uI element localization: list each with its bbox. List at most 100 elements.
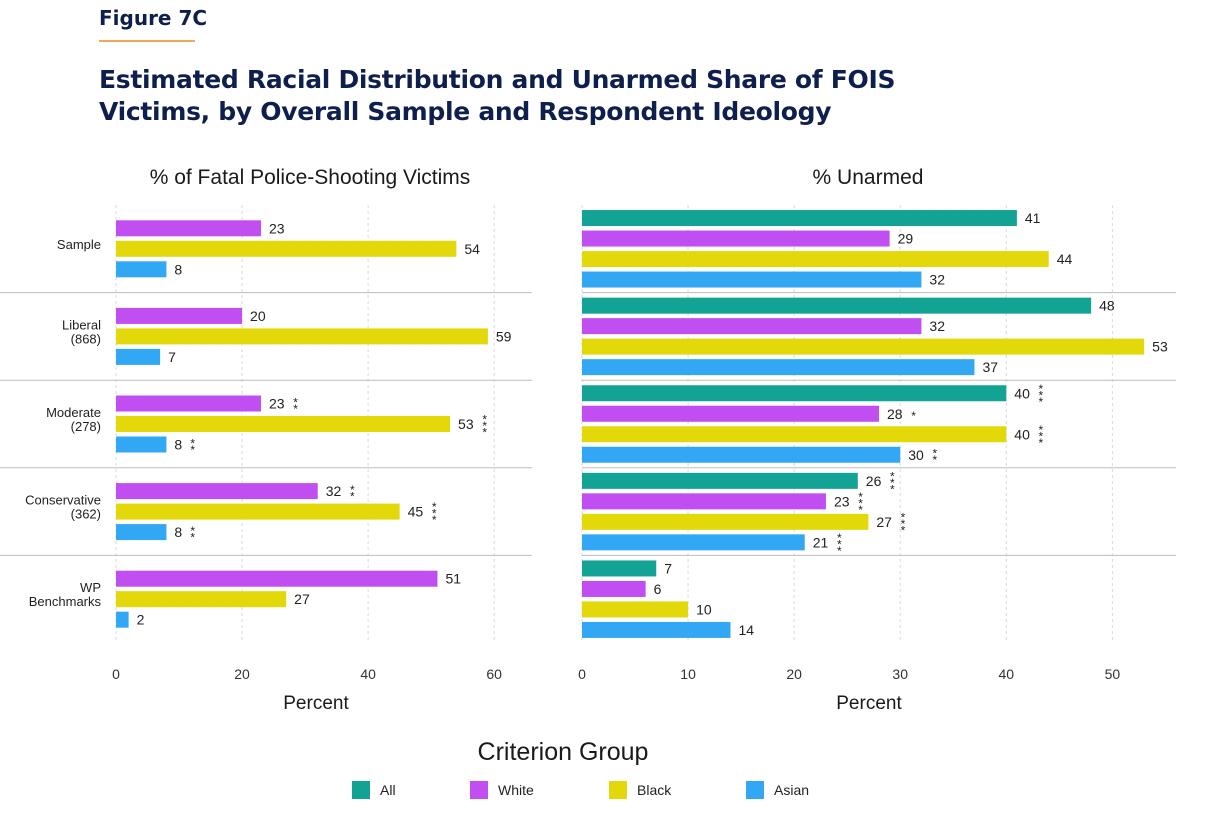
figure-title: Estimated Racial Distribution and Unarme… [99, 65, 896, 126]
significance-mark: * [837, 544, 842, 558]
significance-mark: * [890, 482, 895, 496]
data-label: 59 [496, 328, 512, 344]
significance-mark: * [482, 426, 487, 440]
bar-asian [582, 621, 731, 638]
data-label: 54 [464, 241, 480, 257]
significance-mark: * [837, 531, 842, 545]
data-label: 7 [664, 560, 672, 576]
bar-black [582, 513, 869, 530]
significance-mark: * [890, 469, 895, 483]
figure-label-underline [99, 40, 195, 42]
data-label: 7 [168, 349, 176, 365]
data-label: 32 [326, 483, 342, 499]
significance-mark: * [858, 496, 863, 510]
data-label: 32 [929, 318, 945, 334]
bar-asian [582, 359, 975, 376]
x-tick-label: 0 [578, 666, 586, 682]
significance-mark: * [350, 489, 355, 503]
bar-asian [582, 271, 922, 288]
category-label: Sample [57, 237, 101, 252]
data-label: 48 [1099, 298, 1115, 314]
chart-panel-victims: % of Fatal Police-Shooting Victims 0 20 40 6… [0, 166, 532, 714]
significance-mark: * [432, 500, 437, 514]
data-label: 32 [929, 272, 945, 288]
bar-white [582, 405, 879, 422]
legend-label: Black [637, 782, 672, 798]
bar-black [582, 251, 1049, 268]
data-label: 27 [294, 591, 310, 607]
significance-mark: * [1039, 436, 1044, 450]
bar-all [582, 385, 1007, 402]
category-label: Liberal [62, 317, 101, 332]
significance-mark: * [837, 537, 842, 551]
significance-mark: * [858, 503, 863, 517]
data-label: 14 [739, 622, 755, 638]
significance-mark: * [911, 409, 916, 423]
significance-mark: * [901, 510, 906, 524]
data-label: 21 [813, 534, 829, 550]
significance-mark: * [932, 453, 937, 467]
x-tick-label: 20 [786, 666, 802, 682]
bar-black [116, 503, 400, 520]
bar-black [582, 338, 1145, 355]
data-label: 20 [250, 308, 266, 324]
significance-mark: * [1039, 388, 1044, 402]
data-label: 26 [866, 473, 882, 489]
bar-white [116, 307, 243, 324]
bar-asian [116, 261, 167, 278]
bar-asian [116, 524, 167, 541]
x-tick-label: 50 [1105, 666, 1121, 682]
significance-mark: * [1039, 395, 1044, 409]
category-label: Conservative [25, 493, 101, 508]
data-label: 23 [269, 396, 285, 412]
data-label: 8 [174, 261, 182, 277]
significance-mark: * [432, 513, 437, 527]
significance-mark: * [293, 395, 298, 409]
panel-title: % of Fatal Police-Shooting Victims [150, 166, 471, 189]
x-tick-label: 10 [680, 666, 696, 682]
data-label: 40 [1014, 426, 1030, 442]
significance-mark: * [1039, 382, 1044, 396]
x-axis-label: Percent [836, 693, 902, 714]
significance-mark: * [1039, 423, 1044, 437]
significance-mark: * [190, 443, 195, 457]
bar-white [116, 220, 261, 237]
data-label: 44 [1057, 251, 1073, 267]
legend-swatch-black [609, 781, 627, 799]
legend-swatch-white [470, 781, 488, 799]
data-label: 6 [654, 581, 662, 597]
legend-label: White [498, 782, 534, 798]
bar-black [116, 591, 287, 608]
category-label: WP [80, 580, 101, 595]
significance-mark: * [190, 436, 195, 450]
data-label: 30 [908, 447, 924, 463]
bar-white [582, 580, 646, 597]
significance-mark: * [932, 447, 937, 461]
data-label: 53 [1152, 339, 1168, 355]
x-tick-label: 40 [360, 666, 376, 682]
x-tick-label: 60 [486, 666, 502, 682]
category-label: Moderate [46, 405, 101, 420]
data-label: 28 [887, 406, 903, 422]
data-label: 2 [137, 612, 145, 628]
data-label: 10 [696, 601, 712, 617]
data-label: 8 [174, 437, 182, 453]
x-tick-label: 40 [998, 666, 1014, 682]
panel-title: % Unarmed [813, 166, 924, 189]
x-tick-label: 30 [892, 666, 908, 682]
significance-mark: * [293, 402, 298, 416]
legend-swatch-asian [746, 781, 764, 799]
data-label: 51 [445, 571, 461, 587]
bar-black [582, 601, 689, 618]
data-label: 37 [982, 359, 998, 375]
data-label: 45 [408, 504, 424, 520]
bar-black [116, 240, 457, 257]
data-label: 27 [876, 514, 892, 530]
category-label: Benchmarks [29, 594, 102, 609]
bar-all [582, 297, 1092, 314]
significance-mark: * [1039, 429, 1044, 443]
legend-title: Criterion Group [478, 738, 649, 766]
data-label: 23 [269, 220, 285, 236]
bar-black [116, 416, 451, 432]
